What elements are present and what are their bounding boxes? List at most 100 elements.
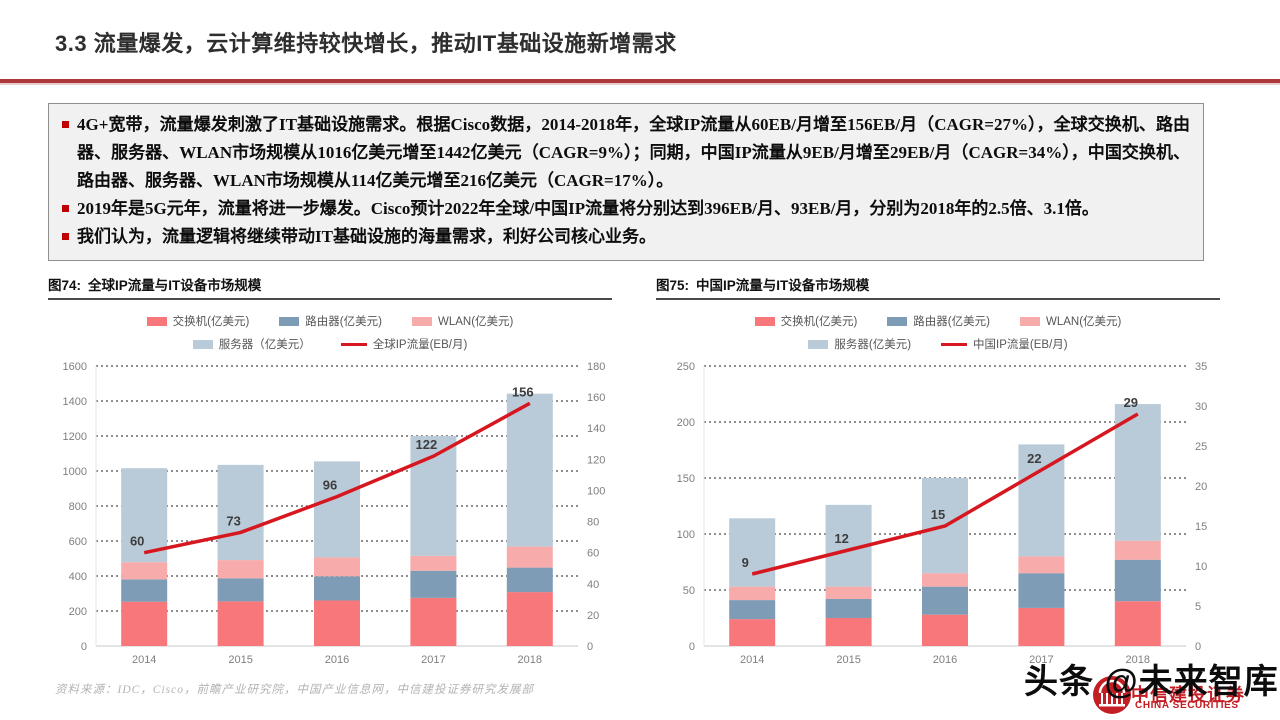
line-data-label: 156 — [512, 384, 534, 399]
figure-title: 全球IP流量与IT设备市场规模 — [88, 278, 262, 293]
legend-line-swatch — [340, 342, 367, 346]
left-axis-tick: 0 — [689, 641, 695, 653]
legend-label: WLAN(亿美元) — [1045, 316, 1122, 328]
left-axis-tick: 1600 — [63, 361, 87, 373]
legend-label: 路由器(亿美元) — [913, 316, 990, 328]
figure-label: 图75: — [656, 278, 690, 293]
bullet-square-icon — [62, 233, 69, 240]
legend-label: 中国IP流量(EB/月) — [973, 339, 1068, 351]
x-axis-label: 2017 — [421, 654, 445, 666]
legend-row: 交换机(亿美元) 路由器(亿美元) WLAN(亿美元) — [146, 313, 513, 329]
china-chart-canvas: 0 50 100 150 200 250 0 5 10 15 20 25 30 35 2014 2015 201… — [677, 361, 1208, 666]
chart-legend: 交换机(亿美元) 路由器(亿美元) WLAN(亿美元) 服务器（亿美元） 全球IP流量(… — [48, 313, 612, 352]
legend-label: 服务器（亿美元） — [218, 339, 311, 351]
bar-segment — [410, 570, 457, 598]
legend-label: 交换机(亿美元) — [172, 316, 250, 328]
legend-label: 全球IP流量(EB/月) — [372, 339, 468, 351]
legend-item: 交换机(亿美元) — [754, 313, 857, 329]
ip-traffic-line — [143, 401, 531, 555]
legend-item: 服务器（亿美元） — [192, 336, 311, 352]
bar-segment — [729, 600, 776, 620]
line-data-label: 96 — [323, 478, 337, 493]
bar-segment — [729, 619, 776, 646]
right-axis-tick: 10 — [1195, 561, 1207, 573]
line-data-label: 12 — [834, 531, 848, 546]
bar-segment — [1114, 540, 1161, 560]
legend-item: 中国IP流量(EB/月) — [941, 336, 1068, 352]
x-axis-label: 2016 — [325, 654, 349, 666]
left-axis-tick: 1400 — [63, 396, 87, 408]
right-axis-tick: 20 — [1195, 481, 1207, 493]
line-data-label: 15 — [931, 507, 945, 522]
legend-bar-swatch — [754, 316, 775, 326]
legend-label: 路由器(亿美元) — [305, 316, 382, 328]
x-axis-label: 2018 — [1126, 654, 1150, 666]
left-axis-tick: 100 — [677, 529, 695, 541]
x-axis-label: 2015 — [836, 654, 860, 666]
legend-bar-swatch — [411, 316, 432, 326]
bar-segment — [729, 586, 776, 601]
page-title: 3.3 流量爆发，云计算维持较快增长，推动IT基础设施新增需求 — [55, 31, 677, 56]
legend-row: 服务器（亿美元） 全球IP流量(EB/月) — [192, 336, 468, 352]
legend-bar-swatch — [192, 339, 213, 349]
left-axis-tick: 600 — [69, 536, 87, 548]
line-data-label: 29 — [1124, 395, 1138, 410]
bar-segment — [314, 557, 360, 577]
legend-item: 全球IP流量(EB/月) — [340, 336, 468, 352]
legend-item: 交换机(亿美元) — [146, 313, 250, 329]
bar-segment — [121, 562, 168, 580]
right-axis-tick: 140 — [587, 423, 605, 435]
right-axis-tick: 30 — [1195, 401, 1207, 413]
global-chart-canvas: 0 200 400 600 800 1000 1200 1400 1600 0 20 40 60 80 10… — [63, 361, 606, 666]
bullet-text: 4G+宽带，流量爆发刺激了IT基础设施需求。根据Cisco数据，2014-201… — [77, 115, 1190, 190]
bar-segment — [410, 436, 457, 556]
bar-segment — [729, 518, 776, 587]
line-data-label: 22 — [1027, 451, 1041, 466]
bar-segment — [410, 597, 457, 646]
right-axis-tick: 20 — [587, 610, 599, 622]
legend-line-swatch — [941, 342, 968, 346]
x-axis-label: 2014 — [740, 654, 764, 666]
right-axis-tick: 80 — [587, 517, 599, 529]
right-axis-tick: 60 — [587, 548, 599, 560]
bar-segment — [506, 393, 553, 547]
legend-row: 服务器(亿美元) 中国IP流量(EB/月) — [808, 336, 1068, 352]
bar-segment — [314, 576, 360, 601]
bar-segment — [506, 592, 553, 646]
bar-segment — [1018, 573, 1065, 608]
right-axis-tick: 35 — [1195, 361, 1207, 373]
left-axis-tick: 200 — [677, 417, 695, 429]
bar-segment — [1114, 559, 1161, 602]
legend-item: 服务器(亿美元) — [808, 336, 911, 352]
left-axis-tick: 800 — [69, 501, 87, 513]
right-axis-tick: 160 — [587, 392, 605, 404]
figure-label: 图74: — [48, 278, 82, 293]
bullet-text: 2019年是5G元年，流量将进一步爆发。Cisco预计2022年全球/中国IP流… — [77, 199, 1099, 218]
bar-segment — [314, 461, 360, 558]
legend-label: 服务器(亿美元) — [834, 339, 912, 351]
bar-segment — [825, 598, 872, 618]
bar-segment — [121, 601, 168, 646]
bar-segment — [922, 614, 968, 646]
right-axis-tick: 180 — [587, 361, 605, 373]
figure-title: 中国IP流量与IT设备市场规模 — [696, 278, 870, 293]
bar-segment — [217, 464, 264, 561]
legend-item: WLAN(亿美元) — [411, 313, 513, 329]
bullet-square-icon — [62, 121, 69, 128]
left-axis-tick: 1200 — [63, 431, 87, 443]
figure-china-ip-traffic: 图75: 中国IP流量与IT设备市场规模 交换机(亿美元) 路由器(亿美元) WLA… — [656, 274, 1220, 671]
bar-segment — [1114, 601, 1161, 646]
ip-traffic-line — [751, 412, 1139, 576]
figure-global-ip-traffic: 图74: 全球IP流量与IT设备市场规模 交换机(亿美元) 路由器(亿美元) WLA… — [48, 274, 612, 671]
x-axis-label: 2016 — [933, 654, 957, 666]
line-data-label: 60 — [130, 534, 144, 549]
bullet-square-icon — [62, 205, 69, 212]
x-axis-label: 2014 — [132, 654, 156, 666]
bar-segment — [217, 560, 264, 579]
summary-box: 4G+宽带，流量爆发刺激了IT基础设施需求。根据Cisco数据，2014-201… — [48, 103, 1204, 261]
legend-row: 交换机(亿美元) 路由器(亿美元) WLAN(亿美元) — [754, 313, 1122, 329]
legend-bar-swatch — [808, 339, 829, 349]
bar-segment — [506, 567, 553, 593]
left-axis-tick: 400 — [69, 571, 87, 583]
